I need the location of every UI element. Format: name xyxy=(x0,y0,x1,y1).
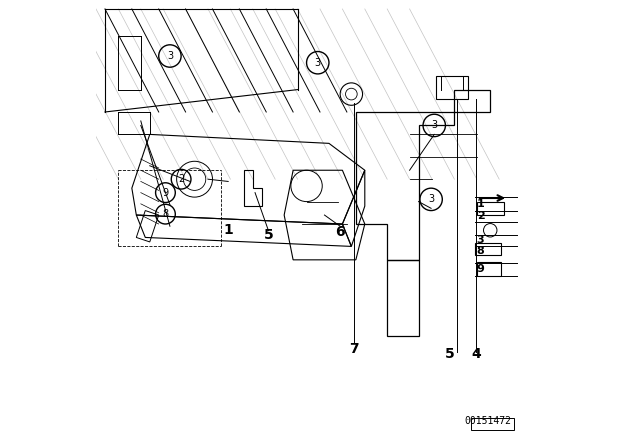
Text: 3: 3 xyxy=(428,194,434,204)
Text: 2: 2 xyxy=(477,211,484,221)
Text: 9: 9 xyxy=(477,264,484,274)
Text: 3: 3 xyxy=(167,51,173,61)
Text: 8: 8 xyxy=(477,246,484,256)
Text: 7: 7 xyxy=(349,342,358,357)
Text: 00151472: 00151472 xyxy=(465,416,511,426)
Text: 8: 8 xyxy=(163,209,168,219)
Text: 5: 5 xyxy=(445,347,455,361)
Text: 6: 6 xyxy=(335,224,345,239)
Text: 3: 3 xyxy=(477,235,484,245)
Text: 5: 5 xyxy=(264,228,273,242)
Text: 9: 9 xyxy=(163,188,168,198)
Text: 3: 3 xyxy=(431,121,437,130)
Text: 1: 1 xyxy=(477,199,484,209)
Text: 4: 4 xyxy=(471,347,481,361)
Text: 1: 1 xyxy=(223,223,233,237)
Text: 3: 3 xyxy=(315,58,321,68)
Text: 2: 2 xyxy=(178,174,184,184)
